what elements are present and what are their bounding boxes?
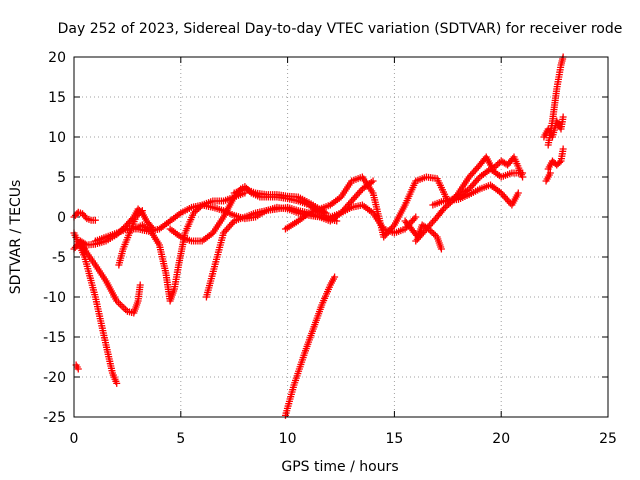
data-marks <box>70 53 567 419</box>
data-point <box>519 173 527 181</box>
series-track-20 <box>542 169 554 185</box>
data-point <box>369 177 377 185</box>
data-point <box>559 145 567 153</box>
series-track-12 <box>281 273 339 419</box>
series-track-04 <box>72 361 82 373</box>
series-track-01 <box>70 208 99 224</box>
data-point <box>134 211 142 219</box>
series-track-06 <box>115 207 146 269</box>
data-point <box>81 213 89 221</box>
y-tick-label: 10 <box>48 130 66 146</box>
y-tick-label: 15 <box>48 90 66 106</box>
series-track-19 <box>544 145 567 173</box>
series-track-05 <box>76 237 144 317</box>
series-track-16 <box>429 181 522 209</box>
plot-frame <box>73 56 609 418</box>
y-tick-label: 0 <box>57 210 66 226</box>
data-point <box>132 213 140 221</box>
y-tick-label: -10 <box>43 290 66 306</box>
data-point <box>116 300 124 308</box>
y-axis-label: SDTVAR / TECUs <box>8 180 24 295</box>
series-track-15 <box>412 153 527 245</box>
data-point <box>120 304 128 312</box>
data-point <box>118 302 126 310</box>
data-point <box>135 210 143 218</box>
data-point <box>412 213 420 221</box>
data-point <box>559 113 567 121</box>
x-tick-label: 10 <box>279 431 297 447</box>
data-point <box>331 273 339 281</box>
series-track-18 <box>540 113 567 141</box>
x-tick-label: 25 <box>599 431 617 447</box>
data-point <box>74 365 82 373</box>
data-point <box>437 245 445 253</box>
data-point <box>136 281 144 289</box>
series-track-03 <box>70 229 121 387</box>
data-point <box>428 228 436 236</box>
y-tick-label: 20 <box>48 50 66 66</box>
data-point <box>546 169 554 177</box>
y-tick-label: -5 <box>52 250 66 266</box>
data-point <box>138 207 146 215</box>
x-tick-label: 0 <box>70 431 79 447</box>
data-point <box>453 191 461 199</box>
data-point <box>430 230 438 238</box>
y-tick-label: -20 <box>43 370 66 386</box>
series-track-10 <box>202 177 377 301</box>
x-tick-label: 20 <box>492 431 510 447</box>
x-tick-label: 5 <box>176 431 185 447</box>
y-tick-label: -15 <box>43 330 66 346</box>
y-tick-label: -25 <box>43 410 66 426</box>
x-axis-label: GPS time / hours <box>281 459 398 475</box>
data-point <box>514 189 522 197</box>
series-track-07 <box>91 201 420 245</box>
data-point <box>113 379 121 387</box>
data-point <box>137 208 145 216</box>
x-tick-label: 15 <box>385 431 403 447</box>
data-point <box>556 158 564 166</box>
data-point <box>322 209 330 217</box>
y-tick-label: 5 <box>57 170 66 186</box>
y-tick-labels: -25 -20 -15 -10 -5 0 5 10 15 20 <box>43 50 66 426</box>
data-point <box>91 216 99 224</box>
data-point <box>438 207 446 215</box>
chart-title: Day 252 of 2023, Sidereal Day-to-day VTE… <box>58 21 623 37</box>
x-tick-labels: 0 5 10 15 20 25 <box>70 431 617 447</box>
